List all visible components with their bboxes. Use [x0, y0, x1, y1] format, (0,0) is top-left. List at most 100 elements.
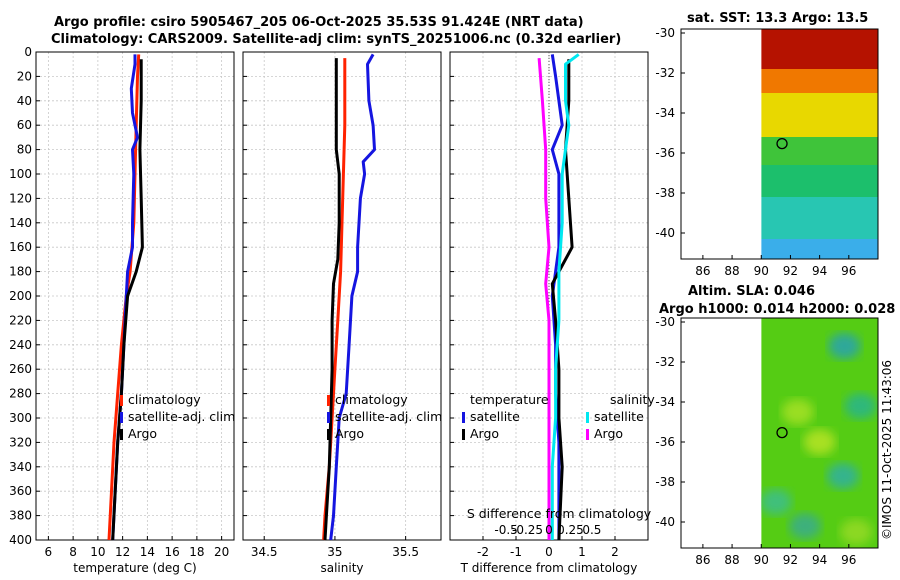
- series-line-satellite-adj-clim: [329, 53, 376, 541]
- series-line-temperature-satellite: [550, 54, 564, 540]
- x-tick-label: 10: [90, 545, 105, 559]
- legend-entry: Argo: [470, 426, 499, 441]
- y-tick-label: 280: [9, 387, 32, 401]
- sst-map-panel: 86 88 90 92 94 96 -30 -32 -34 -36 -38 -40: [655, 26, 879, 278]
- y-tick-label: 260: [9, 362, 32, 376]
- sst-band: [761, 165, 878, 197]
- legend-swatch: [120, 395, 123, 406]
- y-tick-label: -30: [655, 26, 675, 40]
- sst-band: [761, 239, 878, 259]
- x-tick-label: 86: [695, 264, 710, 278]
- series-line-salinity-argo: [537, 57, 551, 540]
- y-tick-label: 20: [17, 69, 32, 83]
- x-tick-label: -2: [477, 545, 489, 559]
- x-tick-label: 14: [140, 545, 155, 559]
- sla-spot: [828, 333, 861, 359]
- x-tick-label: 94: [812, 553, 827, 567]
- top-tick-label: 0.25: [557, 523, 584, 537]
- x-axis-label: temperature (deg C): [73, 561, 196, 575]
- argo-location-marker: [776, 426, 788, 439]
- y-tick-label: 220: [9, 313, 32, 327]
- legend-entry: satellite: [594, 409, 644, 424]
- y-tick-label: 180: [9, 265, 32, 279]
- sst-band: [761, 197, 878, 239]
- x-tick-label: 94: [812, 264, 827, 278]
- legend-entry: Argo: [594, 426, 623, 441]
- x-tick-label: 86: [695, 553, 710, 567]
- legend-entry: satellite-adj. clim: [335, 409, 442, 424]
- y-tick-label: -32: [655, 355, 675, 369]
- sla-spot: [803, 429, 836, 455]
- legend-entry: climatology: [335, 392, 408, 407]
- y-tick-label: 360: [9, 484, 32, 498]
- sla-map-panel: 86 88 90 92 94 96 -30 -32 -34 -36 -38 -40: [655, 315, 879, 567]
- sst-band: [761, 69, 878, 93]
- x-tick-label: 96: [841, 264, 856, 278]
- x-tick-label: 16: [164, 545, 179, 559]
- y-tick-label: 240: [9, 338, 32, 352]
- legend-entry: satellite-adj. clim: [128, 409, 235, 424]
- salinity-panel: 34.5 35 35.5 salinity climatology satellite-a…: [242, 51, 442, 575]
- y-tick-label: 140: [9, 216, 32, 230]
- x-tick-label: 90: [754, 264, 769, 278]
- y-tick-label: 100: [9, 167, 32, 181]
- x-tick-label: 2: [611, 545, 619, 559]
- map-field: [761, 29, 878, 259]
- sla-spot: [840, 519, 873, 545]
- sst-band: [761, 29, 878, 69]
- sla-map-subtitle: Argo h1000: 0.014 h2000: 0.028: [659, 302, 896, 317]
- sst-band: [761, 137, 878, 165]
- y-tick-label: 200: [9, 289, 32, 303]
- legend-entry: satellite: [470, 409, 520, 424]
- y-tick-label: -36: [655, 146, 675, 160]
- sst-band: [761, 93, 878, 137]
- legend-entry: Argo: [128, 426, 157, 441]
- legend-entry: climatology: [128, 392, 201, 407]
- sla-map-title: Altim. SLA: 0.046: [688, 284, 815, 299]
- x-tick-label: 35: [327, 545, 342, 559]
- legend-swatch: [327, 412, 330, 423]
- sla-spot: [789, 513, 822, 539]
- legend-swatch: [586, 412, 589, 423]
- x-tick-label: 6: [45, 545, 53, 559]
- top-tick-label: 0: [545, 523, 553, 537]
- top-tick-label: 0.5: [582, 523, 601, 537]
- top-tick-label: -0.5: [494, 523, 517, 537]
- sla-spot: [826, 463, 859, 489]
- legend-title-temperature: temperature: [470, 392, 549, 407]
- x-axis-label: salinity: [320, 561, 363, 575]
- x-tick-label: 0: [545, 545, 553, 559]
- map-field: [761, 318, 878, 548]
- map-frame: [680, 28, 879, 260]
- y-tick-label: 120: [9, 191, 32, 205]
- y-tick-label: -36: [655, 435, 675, 449]
- difference-panel: -2 -1 0 1 2 T difference from climatology temp…: [449, 51, 655, 575]
- figure-title-line1: Argo profile: csiro 5905467_205 06-Oct-2…: [54, 15, 584, 30]
- y-tick-label: 320: [9, 435, 32, 449]
- x-tick-label: 35.5: [392, 545, 419, 559]
- y-tick-label: 400: [9, 533, 32, 547]
- legend-swatch: [327, 395, 330, 406]
- x-tick-label: 90: [754, 553, 769, 567]
- y-tick-label: 340: [9, 460, 32, 474]
- legend-title-salinity: salinity: [610, 392, 655, 407]
- y-tick-label: 300: [9, 411, 32, 425]
- series-line-argo: [323, 58, 341, 541]
- temperature-panel: 6 8 10 12 14 16 18 20 temperature (deg C) 0 20 40 60…: [9, 45, 235, 575]
- legend-swatch: [462, 429, 465, 440]
- x-tick-label: 20: [214, 545, 229, 559]
- top-tick-label: -0.25: [512, 523, 543, 537]
- sla-spot: [761, 489, 792, 515]
- legend-swatch: [462, 412, 465, 423]
- y-tick-label: 380: [9, 509, 32, 523]
- y-tick-label: 80: [17, 143, 32, 157]
- sst-map-title: sat. SST: 13.3 Argo: 13.5: [687, 11, 869, 26]
- y-tick-label: 60: [17, 118, 32, 132]
- x-tick-label: 92: [783, 553, 798, 567]
- sla-spot: [781, 399, 814, 425]
- sla-spot: [844, 393, 877, 419]
- y-tick-label: -38: [655, 186, 675, 200]
- legend-swatch: [586, 429, 589, 440]
- x-tick-label: 8: [69, 545, 77, 559]
